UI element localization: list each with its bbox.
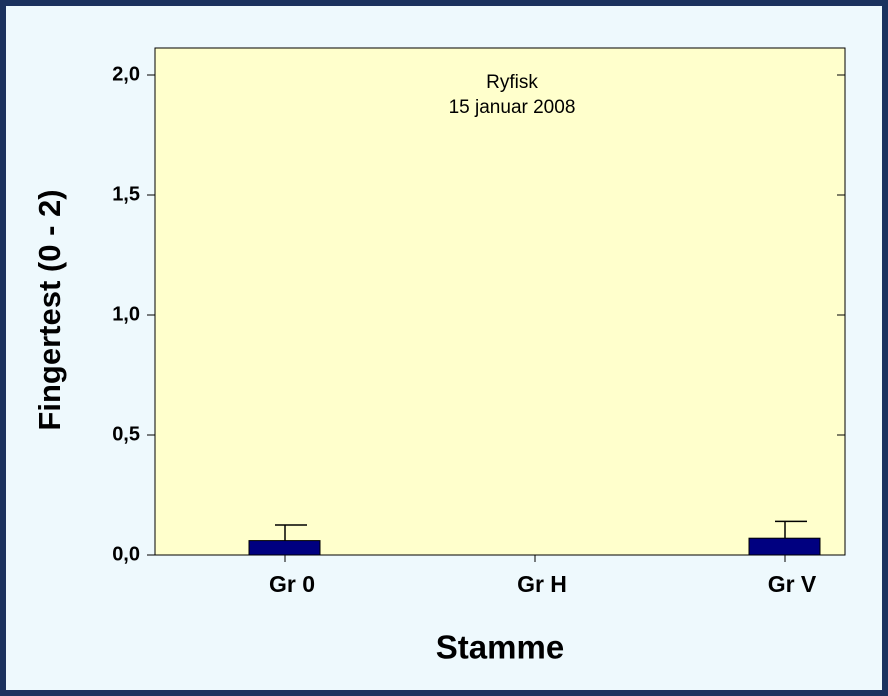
y-tick-label: 0,5 [112,423,140,445]
y-tick-label: 0,0 [112,543,140,565]
x-tick-label: Gr 0 [269,571,315,597]
chart-subtitle: 15 januar 2008 [449,97,576,118]
bar [248,540,321,556]
x-tick-label: Gr H [517,571,567,597]
chart-title: Ryfisk [486,72,538,93]
x-axis-label: Stamme [436,629,564,666]
bar [748,537,821,556]
y-tick-label: 1,0 [112,303,140,325]
y-tick-label: 1,5 [112,183,140,205]
plot-area [154,47,846,556]
y-axis-label: Fingertest (0 - 2) [32,189,67,430]
x-tick-label: Gr V [768,571,817,597]
y-tick-label: 2,0 [112,63,140,85]
